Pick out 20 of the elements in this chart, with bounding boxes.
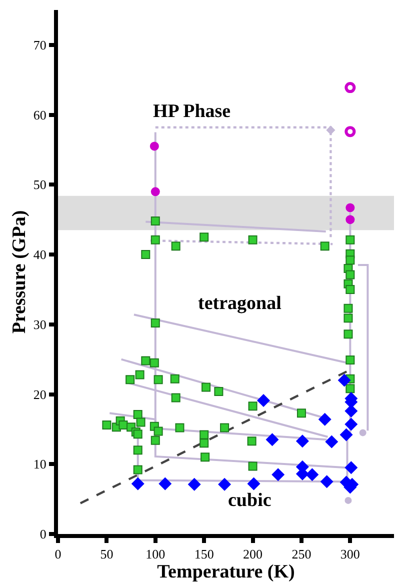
x-tick-label: 0 <box>54 546 62 562</box>
x-tick-label: 250 <box>292 546 312 562</box>
annotation: cubic <box>228 490 272 511</box>
x-tick-label: 200 <box>243 546 263 562</box>
x-tick-label: 300 <box>340 546 360 562</box>
y-tick-label: 0 <box>40 526 46 542</box>
x-axis-title: Temperature (K) <box>157 562 295 583</box>
y-tick-label: 60 <box>33 107 46 122</box>
x-tick-label: 50 <box>100 546 114 562</box>
y-tick-label: 50 <box>33 177 46 192</box>
y-tick-label: 10 <box>33 456 46 472</box>
y-tick-label: 40 <box>33 247 46 262</box>
annotation: HP Phase <box>153 101 231 122</box>
x-tick-label: 100 <box>146 546 166 562</box>
x-tick-label: 150 <box>194 546 214 562</box>
y-tick-label: 20 <box>33 386 46 402</box>
y-tick-label: 30 <box>33 316 46 332</box>
y-tick-label: 70 <box>33 37 46 52</box>
annotation: tetragonal <box>198 293 282 314</box>
y-axis-title: Pressure (GPa) <box>8 210 30 334</box>
